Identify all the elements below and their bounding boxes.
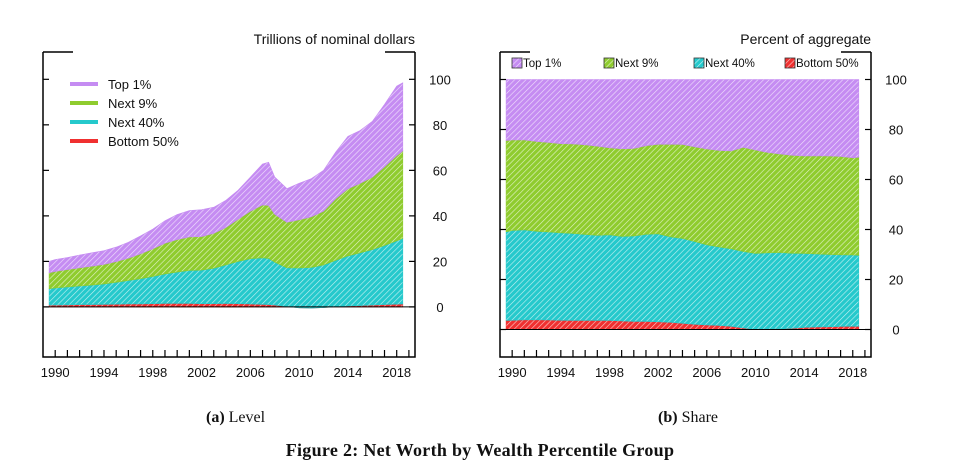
level-x-tick-label: 1994 bbox=[90, 365, 119, 380]
panel-b-tag: (b) bbox=[658, 409, 678, 426]
level-y-tick-label: 40 bbox=[433, 209, 447, 224]
share-x-tick-label: 2002 bbox=[644, 365, 673, 380]
panel-a-tag: (a) bbox=[206, 409, 225, 426]
share-legend-label-bottom-50pct: Bottom 50% bbox=[796, 58, 859, 70]
share-x-tick-label: 2006 bbox=[692, 365, 721, 380]
share-legend-swatch-next-9pct bbox=[603, 57, 615, 69]
level-x-axis: 1990 1994 1998 2002 2006 2010 2014 2018 bbox=[41, 350, 411, 380]
share-legend-label-top-1pct: Top 1% bbox=[523, 58, 561, 70]
share-legend-label-next-40pct: Next 40% bbox=[705, 58, 755, 70]
share-x-tick-label: 1998 bbox=[595, 365, 624, 380]
level-x-tick-label: 2010 bbox=[285, 365, 314, 380]
share-legend-swatch-bottom-50pct bbox=[784, 57, 796, 69]
level-panel-title: Trillions of nominal dollars bbox=[254, 31, 415, 47]
figure-caption: Figure 2: Net Worth by Wealth Percentile… bbox=[285, 440, 675, 460]
share-x-axis: 1990 1994 1998 2002 2006 2010 2014 2018 bbox=[498, 350, 867, 380]
level-legend-label-next-9pct: Next 9% bbox=[108, 96, 158, 111]
share-frame-lines bbox=[499, 52, 872, 358]
panel-a-caption: (a) Level bbox=[206, 409, 265, 427]
level-x-tick-label: 1998 bbox=[138, 365, 167, 380]
level-x-tick-label: 2006 bbox=[236, 365, 265, 380]
share-y-tick-label: 80 bbox=[889, 123, 903, 138]
level-y-tick-label: 0 bbox=[436, 300, 443, 315]
level-legend-box bbox=[62, 75, 202, 159]
share-y-tick-label: 20 bbox=[889, 273, 903, 288]
level-panel: Trillions of nominal dollars 0 20 40 60 80 10… bbox=[41, 31, 451, 380]
share-x-tick-label: 1994 bbox=[546, 365, 575, 380]
share-plot-frame bbox=[499, 51, 872, 358]
level-x-tick-label: 2002 bbox=[187, 365, 216, 380]
level-legend-label-top-1pct: Top 1% bbox=[108, 77, 152, 92]
level-legend: Top 1% Next 9% Next 40% Bottom 50% bbox=[62, 75, 202, 159]
share-y-tick-label: 100 bbox=[885, 73, 907, 88]
level-y-tick-label: 20 bbox=[433, 254, 447, 269]
level-y-axis: 0 20 40 60 80 100 bbox=[43, 72, 451, 315]
share-area-layers bbox=[500, 79, 871, 330]
panel-b-caption: (b) Share bbox=[658, 409, 718, 427]
level-y-tick-label: 100 bbox=[429, 72, 451, 87]
share-x-tick-label: 2014 bbox=[790, 365, 819, 380]
level-x-tick-label: 1990 bbox=[41, 365, 70, 380]
share-legend-swatch-next-40pct bbox=[693, 57, 705, 69]
share-y-tick-label: 40 bbox=[889, 223, 903, 238]
share-panel-title: Percent of aggregate bbox=[740, 31, 871, 47]
panel-b-label: Share bbox=[681, 409, 718, 426]
share-legend-swatch-top-1pct bbox=[511, 57, 523, 69]
share-legend: Top 1% Next 9% Next 40% Bottom 50% bbox=[504, 57, 867, 73]
level-legend-label-next-40pct: Next 40% bbox=[108, 115, 165, 130]
level-plot-frame bbox=[42, 51, 416, 358]
share-x-tick-label: 2010 bbox=[741, 365, 770, 380]
share-legend-label-next-9pct: Next 9% bbox=[615, 58, 658, 70]
level-legend-label-bottom-50pct: Bottom 50% bbox=[108, 134, 179, 149]
level-area-layers bbox=[43, 82, 415, 309]
panel-a-label: Level bbox=[228, 409, 266, 426]
share-y-tick-label: 60 bbox=[889, 173, 903, 188]
level-y-tick-label: 80 bbox=[433, 118, 447, 133]
share-x-tick-label: 2018 bbox=[838, 365, 867, 380]
level-area-top-1pct bbox=[48, 82, 404, 274]
share-x-tick-label: 1990 bbox=[498, 365, 527, 380]
share-area-top-1pct bbox=[505, 79, 860, 159]
share-y-tick-label: 0 bbox=[892, 323, 899, 338]
share-legend-box bbox=[504, 57, 867, 73]
level-x-tick-label: 2018 bbox=[382, 365, 411, 380]
level-x-tick-label: 2014 bbox=[333, 365, 362, 380]
share-y-axis: 0 20 40 60 80 100 bbox=[500, 73, 907, 338]
level-y-tick-label: 60 bbox=[433, 163, 447, 178]
level-frame-lines bbox=[42, 52, 416, 358]
